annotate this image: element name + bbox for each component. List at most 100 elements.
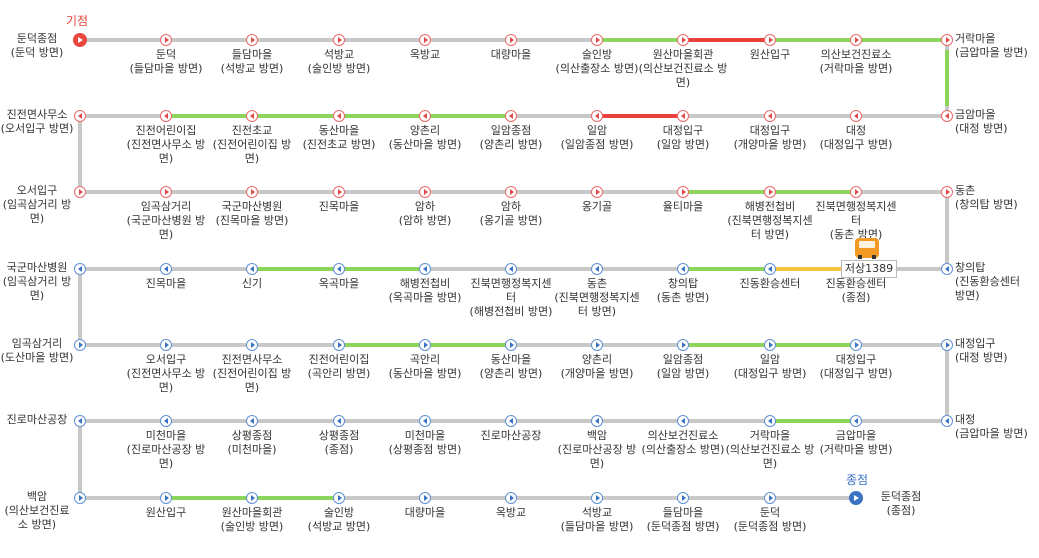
bus-stop-red[interactable] [591,110,603,122]
bus-stop-blue[interactable] [850,339,862,351]
bus-stop-blue[interactable] [74,492,86,504]
bus-stop-red[interactable] [677,110,689,122]
bus-stop-red[interactable] [419,186,431,198]
bus-stop-red[interactable] [850,34,862,46]
bus-stop-blue[interactable] [419,492,431,504]
stop-name: 암하 [414,200,436,213]
bus-stop-blue[interactable] [160,415,172,427]
bus-stop-red[interactable] [941,110,953,122]
bus-stop-red[interactable] [160,34,172,46]
stop-name: 진동환승센터 [825,277,887,290]
stop-name: 진전어린이집 [308,353,370,366]
bus-stop-red[interactable] [591,34,603,46]
bus-stop-red[interactable] [74,110,86,122]
bus-stop-red[interactable] [941,186,953,198]
bus-stop-red[interactable] [246,34,258,46]
bus-stop-red[interactable] [505,34,517,46]
bus-stop-red[interactable] [160,186,172,198]
bus-stop-red[interactable] [333,186,345,198]
bus-stop-blue[interactable] [419,263,431,275]
stop-name: 대정입구 [749,124,791,137]
bus-stop-red[interactable] [333,110,345,122]
bus-stop-red[interactable] [160,110,172,122]
bus-stop-blue[interactable] [74,263,86,275]
stop-label: 진전면사무소 (진전어린이집 방면) [207,353,297,395]
stop-label: 백암 (진로마산공장 방면) [552,429,642,471]
end-terminal-icon[interactable] [849,491,863,505]
bus-stop-red[interactable] [764,34,776,46]
bus-stop-red[interactable] [591,186,603,198]
bus-stop-blue[interactable] [419,339,431,351]
stop-label: 미천마을 (진로마산공장 방면) [121,429,211,471]
bus-stop-blue[interactable] [160,492,172,504]
bus-stop-blue[interactable] [764,492,776,504]
bus-stop-blue[interactable] [419,415,431,427]
bus-stop-blue[interactable] [764,339,776,351]
stop-label: 양촌리 (개양마을 방면) [552,353,642,381]
bus-stop-blue[interactable] [941,263,953,275]
bus-stop-blue[interactable] [333,339,345,351]
start-terminal-icon[interactable] [73,33,87,47]
bus-stop-blue[interactable] [941,415,953,427]
stop-name: 진로마산공장 [480,429,542,442]
bus-stop-blue[interactable] [333,415,345,427]
bus-stop-red[interactable] [941,34,953,46]
bus-stop-blue[interactable] [591,263,603,275]
bus-stop-blue[interactable] [677,492,689,504]
bus-stop-blue[interactable] [505,415,517,427]
bus-stop-blue[interactable] [677,263,689,275]
bus-stop-blue[interactable] [246,492,258,504]
stop-name: 석방교 [323,48,355,61]
bus-stop-blue[interactable] [160,339,172,351]
bus-stop-blue[interactable] [74,339,86,351]
bus-stop-red[interactable] [333,34,345,46]
bus-stop-blue[interactable] [505,339,517,351]
bus-stop-blue[interactable] [941,339,953,351]
bus-stop-blue[interactable] [764,263,776,275]
bus-stop-blue[interactable] [74,415,86,427]
bus-stop-red[interactable] [677,34,689,46]
bus-stop-red[interactable] [850,110,862,122]
stop-label: 동촌 (진북면행정복지센터 방면) [552,277,642,319]
bus-stop-blue[interactable] [333,263,345,275]
bus-stop-blue[interactable] [333,492,345,504]
stop-direction: (창의탑 방면) [955,198,1018,211]
bus-stop-blue[interactable] [505,492,517,504]
stop-name: 해병전첩비 [744,200,796,213]
track-connector [945,345,949,421]
stop-direction: (진로마산공장 방면) [557,443,637,470]
bus-stop-blue[interactable] [591,339,603,351]
bus-stop-blue[interactable] [677,415,689,427]
stop-name: 백암 [26,490,48,503]
bus-stop-blue[interactable] [850,415,862,427]
bus-stop-blue[interactable] [677,339,689,351]
bus-stop-red[interactable] [246,186,258,198]
bus-stop-blue[interactable] [246,339,258,351]
stop-name: 원산입구 [749,48,791,61]
bus-stop-red[interactable] [677,186,689,198]
bus-stop-red[interactable] [850,186,862,198]
track-connector [78,116,82,192]
bus-stop-blue[interactable] [591,492,603,504]
stop-direction: (미천마을) [227,443,277,456]
bus-stop-red[interactable] [764,110,776,122]
bus-stop-red[interactable] [505,186,517,198]
bus-stop-red[interactable] [419,110,431,122]
bus-stop-blue[interactable] [505,263,517,275]
bus-stop-blue[interactable] [591,415,603,427]
stop-name: 옥곡마을 [318,277,360,290]
bus-stop-blue[interactable] [764,415,776,427]
bus-stop-red[interactable] [74,186,86,198]
bus-stop-blue[interactable] [160,263,172,275]
bus-stop-red[interactable] [246,110,258,122]
bus-stop-blue[interactable] [246,415,258,427]
bus-stop-red[interactable] [419,34,431,46]
stop-name: 상평종점 [231,429,273,442]
stop-name: 해병전첩비 [399,277,451,290]
bus-stop-red[interactable] [764,186,776,198]
stop-name: 진동환승센터 [739,277,801,290]
bus-stop-blue[interactable] [246,263,258,275]
stop-name: 대정 [845,124,867,137]
stop-name: 양촌리 [581,353,613,366]
bus-stop-red[interactable] [505,110,517,122]
